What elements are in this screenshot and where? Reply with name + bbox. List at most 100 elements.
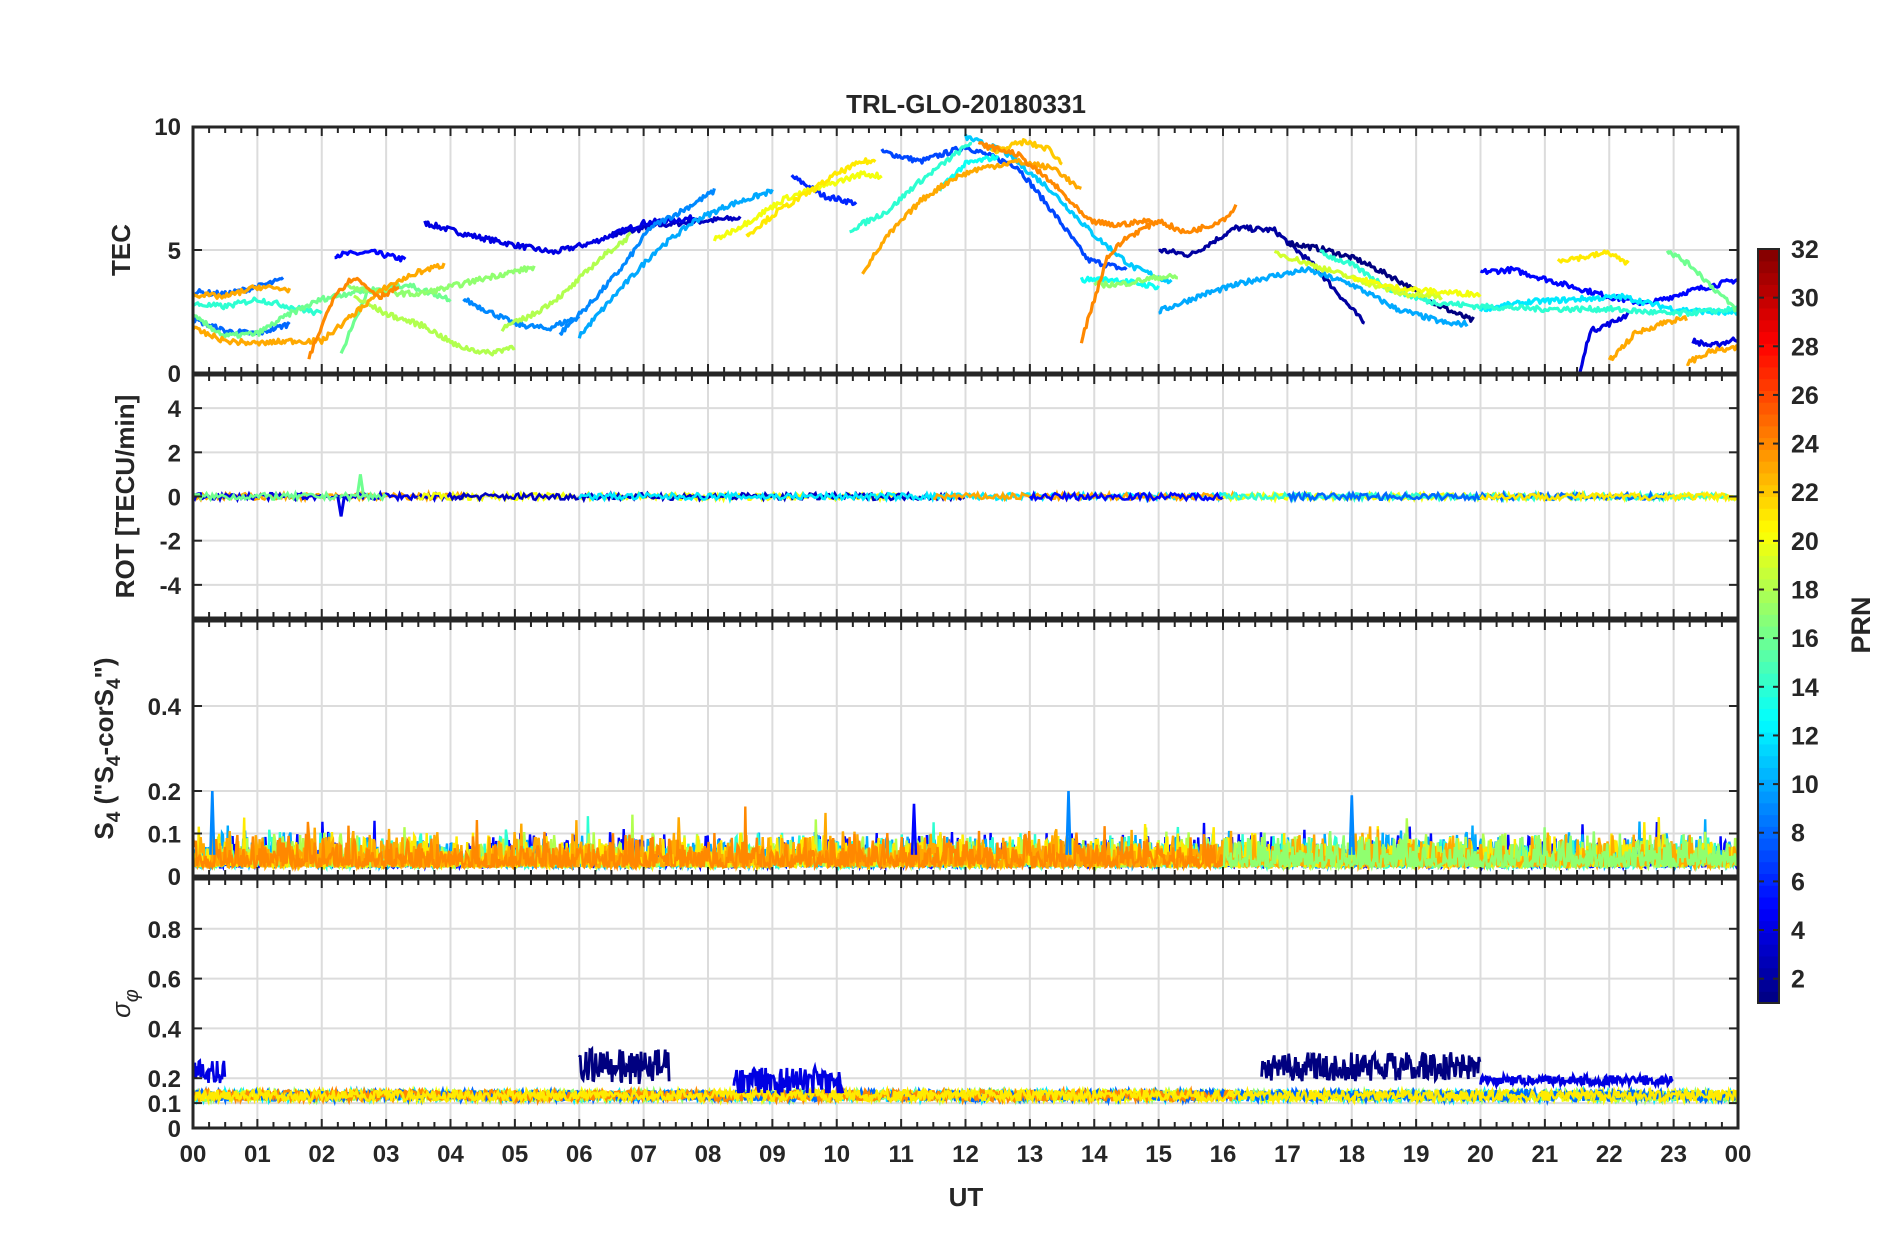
colorbar-swatch bbox=[1758, 861, 1779, 875]
tec-series-prn-19-30 bbox=[1273, 249, 1443, 301]
colorbar-tick-label: 6 bbox=[1791, 868, 1805, 896]
y-tick-labels-rot: -4 -2 0 2 4 bbox=[160, 396, 182, 600]
tec-series-prn-23-39 bbox=[1607, 315, 1688, 362]
tec-series-prn-21-34 bbox=[1556, 249, 1630, 266]
colorbar-swatch bbox=[1758, 767, 1779, 780]
x-tick-label-21: 21 bbox=[1532, 1141, 1559, 1168]
s4-label-s2: S bbox=[89, 766, 119, 783]
y-tick-label: 0.8 bbox=[148, 917, 181, 944]
colorbar-tick-label: 30 bbox=[1791, 285, 1819, 313]
x-tick-label-7: 07 bbox=[630, 1141, 657, 1168]
colorbar-swatch bbox=[1758, 637, 1779, 651]
colorbar-tick-label: 14 bbox=[1791, 674, 1819, 702]
colorbar-swatch bbox=[1758, 555, 1779, 568]
x-tick-label-2: 02 bbox=[308, 1141, 335, 1168]
chart-title: TRL-GLO-20180331 bbox=[846, 89, 1086, 119]
colorbar-tick-label: 18 bbox=[1791, 577, 1819, 605]
y-tick-label: 0.4 bbox=[148, 694, 182, 721]
colorbar-swatch bbox=[1758, 755, 1779, 768]
colorbar-swatch bbox=[1758, 284, 1779, 297]
colorbar-swatch bbox=[1758, 967, 1779, 981]
colorbar-swatch bbox=[1758, 461, 1779, 474]
y-tick-label: 0.6 bbox=[148, 967, 181, 994]
colorbar-swatch bbox=[1758, 732, 1779, 745]
sigma-enhanced-3 bbox=[1479, 1069, 1674, 1091]
tec-series-prn-20-31 bbox=[712, 170, 883, 242]
colorbar-swatch bbox=[1758, 673, 1779, 686]
ticks-tec bbox=[192, 126, 1739, 374]
colorbar-swatch bbox=[1758, 519, 1779, 533]
x-tick-label-10: 10 bbox=[823, 1141, 850, 1168]
colorbar-swatch bbox=[1758, 413, 1779, 427]
tec-series-prn-13-19 bbox=[1079, 275, 1160, 291]
x-tick-label-8: 08 bbox=[695, 1141, 722, 1168]
colorbar-swatch bbox=[1758, 932, 1779, 945]
x-tick-label-24: 00 bbox=[1725, 1141, 1752, 1168]
series-group-sigma bbox=[193, 1045, 1738, 1107]
colorbar-tick-label: 16 bbox=[1791, 625, 1819, 653]
tec-series-prn-24-43 bbox=[1079, 203, 1238, 344]
y-tick-label: 0 bbox=[168, 1116, 181, 1143]
sigma-enhanced-0 bbox=[578, 1045, 671, 1085]
s4-label-mid: -corS bbox=[89, 689, 119, 755]
sigma-enhanced-1 bbox=[732, 1061, 845, 1097]
colorbar-swatch bbox=[1758, 920, 1779, 933]
colorbar-swatch bbox=[1758, 790, 1779, 804]
y-tick-labels-s4: 0 0.1 0.2 0.4 bbox=[148, 694, 182, 891]
colorbar-swatch bbox=[1758, 649, 1779, 662]
colorbar-swatch bbox=[1758, 896, 1779, 910]
colorbar-tick-label: 10 bbox=[1791, 771, 1819, 799]
colorbar-swatch bbox=[1758, 991, 1779, 1004]
tec-series-prn-22-35 bbox=[990, 138, 1063, 166]
y-tick-label: 5 bbox=[168, 238, 181, 265]
colorbar-swatch bbox=[1758, 708, 1779, 721]
y-axis-label-sigma: σφ bbox=[106, 989, 143, 1018]
s4-label-sub3: 4 bbox=[104, 678, 125, 689]
colorbar-swatch bbox=[1758, 378, 1779, 391]
sigma-start-burst bbox=[193, 1058, 227, 1084]
colorbar-tick-label: 24 bbox=[1791, 431, 1819, 459]
ticks-rot bbox=[192, 375, 1739, 618]
colorbar-swatch bbox=[1758, 307, 1779, 321]
tec-series-prn-2-5 bbox=[1158, 224, 1366, 325]
x-tick-label-19: 19 bbox=[1403, 1141, 1430, 1168]
s4-label-sub: 4 bbox=[104, 811, 125, 822]
x-tick-label-4: 04 bbox=[437, 1141, 464, 1168]
colorbar-swatch bbox=[1758, 602, 1779, 615]
sigma-label-sigma: σ bbox=[106, 1001, 136, 1018]
sigma-series-prn-21-5 bbox=[193, 1085, 1738, 1106]
colorbar-swatch bbox=[1758, 814, 1779, 827]
x-tick-label-23: 23 bbox=[1660, 1141, 1687, 1168]
tec-series-prn-7-4 bbox=[880, 145, 1128, 271]
y-tick-label: -2 bbox=[160, 529, 181, 556]
s4-peak-2 bbox=[1065, 790, 1072, 855]
colorbar-swatch bbox=[1758, 578, 1779, 592]
colorbar-swatch bbox=[1758, 873, 1779, 886]
y-axis-label-rot: ROT [TECU/min] bbox=[110, 395, 140, 599]
colorbar-tick-label: 22 bbox=[1791, 479, 1819, 507]
y-tick-label: 0 bbox=[168, 361, 181, 388]
panel-tec: 0 5 10 TEC bbox=[106, 114, 1740, 388]
tec-series-prn-16-25 bbox=[1665, 249, 1738, 313]
x-tick-label-12: 12 bbox=[952, 1141, 979, 1168]
s4-label-sub2: 4 bbox=[104, 755, 125, 766]
tec-series-prn-18-28 bbox=[353, 294, 516, 357]
colorbar-tick-label: 12 bbox=[1791, 722, 1819, 750]
colorbar-tick-label: 28 bbox=[1791, 333, 1819, 361]
tec-series-prn-1-6 bbox=[1286, 240, 1475, 323]
colorbar-swatch bbox=[1758, 590, 1779, 604]
x-tick-label-1: 01 bbox=[244, 1141, 271, 1168]
panel-rot: -4 -2 0 2 4 ROT [TECU/min] bbox=[110, 373, 1740, 620]
s4-label-close: ") bbox=[89, 657, 119, 678]
colorbar-swatch bbox=[1758, 390, 1779, 403]
colorbar-swatch bbox=[1758, 743, 1779, 757]
tec-series-prn-10-16 bbox=[1158, 266, 1469, 328]
s4-label-s: S bbox=[89, 822, 119, 839]
colorbar-swatch bbox=[1758, 272, 1779, 285]
tec-series-prn-4-8 bbox=[1578, 310, 1630, 373]
y-tick-label: -4 bbox=[160, 573, 182, 600]
rot-spike-1 bbox=[355, 474, 366, 497]
series-group-rot bbox=[193, 474, 1738, 517]
